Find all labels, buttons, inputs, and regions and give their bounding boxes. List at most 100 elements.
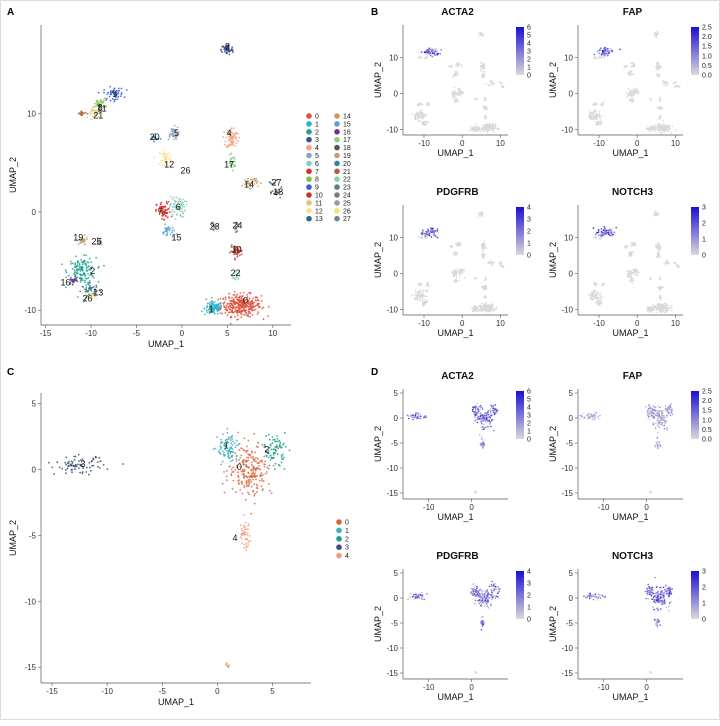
panel-a-point-cluster-6	[172, 198, 174, 200]
panel-c-point-cluster-0	[246, 446, 248, 448]
panel-a-point-cluster-15	[166, 234, 168, 236]
panel-b-notch3-point	[659, 244, 661, 246]
panel-a-point-cluster-0	[257, 311, 259, 313]
panel-b-pdgfrb-point	[457, 244, 459, 246]
panel-a-point-cluster-0	[258, 300, 260, 302]
panel-c-point-cluster-3	[78, 454, 80, 456]
panel-a-legend-swatch-10	[306, 192, 312, 198]
panel-b-fap-point	[667, 125, 669, 127]
panel-c-point-cluster-0	[264, 461, 266, 463]
panel-b-acta2-point	[415, 115, 417, 117]
panel-c-point-cluster-0	[247, 477, 249, 479]
panel-b-fap-point	[663, 84, 665, 86]
panel-c-point-outlier	[226, 662, 228, 664]
panel-b-acta2-point	[456, 71, 458, 73]
panel-a-point-cluster-7	[163, 206, 165, 208]
panel-b-acta2-point	[455, 75, 457, 77]
panel-b-pdgfrb-point	[486, 286, 488, 288]
panel-a-point-cluster-0	[250, 308, 252, 310]
panel-c-point-cluster-0	[243, 476, 245, 478]
panel-b-fap-point	[662, 81, 664, 83]
panel-b-pdgfrb-point-expressing	[435, 230, 437, 232]
panel-b-acta2-point	[452, 95, 454, 97]
panel-a-point-cluster-2	[98, 281, 100, 283]
panel-a-point-cluster-6	[181, 211, 183, 213]
panel-a-legend-swatch-16	[334, 129, 340, 135]
panel-a-point-cluster-9	[118, 88, 120, 90]
panel-a-point-cluster-2	[80, 269, 82, 271]
panel-b-fap-point	[675, 129, 677, 131]
panel-b-pdgfrb-point	[460, 244, 462, 246]
panel-c-point-cluster-0	[226, 470, 228, 472]
panel-b-pdgfrb-x-label: UMAP_1	[437, 328, 473, 338]
panel-a-cluster-label: 17	[224, 160, 234, 170]
panel-a-point-cluster-0	[231, 311, 233, 313]
panel-a-point-cluster-6	[175, 218, 177, 220]
panel-a-point-cluster-9	[121, 88, 123, 90]
panel-a-point-cluster-0	[228, 303, 230, 305]
panel-c-point-cluster-2	[280, 447, 282, 449]
panel-a-point-cluster-6	[176, 214, 178, 216]
panel-b-notch3-point	[665, 312, 667, 314]
panel-a-point-cluster-1	[214, 305, 216, 307]
panel-a-point-cluster-22	[238, 278, 240, 280]
panel-c-point-cluster-0	[246, 466, 248, 468]
panel-b-pdgfrb-point	[456, 277, 458, 279]
panel-b-pdgfrb-point-expressing	[433, 234, 435, 236]
panel-b-acta2-point	[414, 113, 416, 115]
panel-b-notch3-point	[659, 287, 661, 289]
panel-b-acta2-point	[457, 62, 459, 64]
panel-c-point-cluster-0	[226, 476, 228, 478]
panel-a-legend-label-15: 15	[343, 121, 351, 128]
panel-a-cluster-label: 27	[271, 177, 281, 187]
panel-b-fap-point	[654, 34, 656, 36]
panel-b-notch3-point	[631, 245, 633, 247]
panel-b-notch3-point	[663, 310, 665, 312]
panel-b-fap-point	[603, 57, 605, 59]
panel-b-notch3-point	[663, 306, 665, 308]
panel-b-notch3-point	[600, 301, 602, 303]
panel-a-point-cluster-6	[182, 207, 184, 209]
panel-c-point-cluster-0	[261, 461, 263, 463]
panel-c-point-cluster-1	[218, 451, 220, 453]
panel-c-point-cluster-2	[269, 465, 271, 467]
panel-a-point-cluster-4	[235, 137, 237, 139]
panel-c-point-cluster-2	[277, 453, 279, 455]
panel-b-pdgfrb-point	[419, 283, 421, 285]
panel-c-point-cluster-0	[240, 447, 242, 449]
panel-c-point-cluster-0	[230, 473, 232, 475]
panel-c-point-cluster-4	[244, 532, 246, 534]
panel-b-notch3-point	[629, 280, 631, 282]
panel-c-point-cluster-0	[222, 483, 224, 485]
panel-b-notch3-point	[629, 277, 631, 279]
panel-b-notch3-point	[647, 310, 649, 312]
panel-b-acta2-point	[453, 98, 455, 100]
panel-b-acta2-point-expressing	[429, 53, 431, 55]
panel-a-point-cluster-2	[75, 271, 77, 273]
panel-c-point-cluster-0	[248, 483, 250, 485]
panel-a-point-cluster-0	[235, 310, 237, 312]
panel-b-pdgfrb-point	[491, 305, 493, 307]
panel-c-point-cluster-1	[214, 448, 216, 450]
panel-b-fap-point	[657, 124, 659, 126]
panel-b-acta2-point	[495, 127, 497, 129]
panel-a-point-cluster-6	[183, 203, 185, 205]
panel-b-notch3-point	[655, 244, 657, 246]
panel-a-point-cluster-2	[82, 270, 84, 272]
panel-c-point-cluster-1	[222, 461, 224, 463]
panel-c-point-cluster-2	[275, 441, 277, 443]
panel-c-point-cluster-2	[285, 446, 287, 448]
panel-c-point-cluster-0	[252, 479, 254, 481]
panel-a-point-cluster-0	[254, 306, 256, 308]
panel-b-acta2-y-label: UMAP_2	[373, 62, 383, 98]
panel-a-legend-label-20: 20	[343, 161, 351, 168]
panel-c-point-cluster-1	[223, 471, 225, 473]
panel-c-point-cluster-1	[216, 436, 218, 438]
panel-a-point-cluster-6	[171, 211, 173, 213]
panel-a-x-label: UMAP_1	[148, 339, 184, 349]
panel-b-notch3-point	[646, 309, 648, 311]
panel-b-notch3-point	[599, 293, 601, 295]
panel-a-point-cluster-13	[89, 282, 91, 284]
panel-b-pdgfrb-point	[422, 292, 424, 294]
